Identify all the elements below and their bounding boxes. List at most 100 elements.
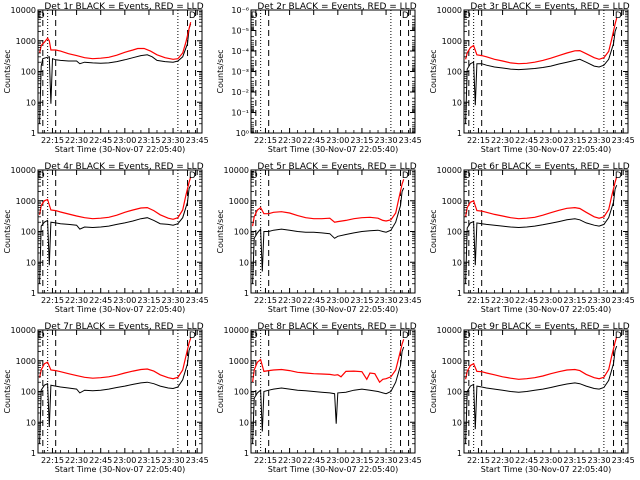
x-tick-label: 23:45 (612, 456, 635, 465)
attenuator-marker: D (615, 11, 622, 21)
y-axis-label: Counts/sec (216, 369, 225, 413)
x-tick-label: 22:45 (515, 136, 538, 145)
x-tick-label: 22:45 (515, 296, 538, 305)
y-tick-label: 10⁻⁶ (231, 6, 249, 15)
x-tick-label: 23:45 (186, 136, 209, 145)
y-tick-label: 1 (31, 449, 36, 458)
y-tick-label: 10⁻⁵ (231, 27, 249, 36)
y-tick-label: 100 (21, 388, 36, 397)
y-tick-label: 10 (26, 98, 36, 107)
x-tick-label: 22:15 (41, 136, 64, 145)
y-tick-label: 10 (26, 418, 36, 427)
y-axis-label: Counts/sec (216, 49, 225, 93)
x-tick-label: 22:30 (278, 136, 301, 145)
x-tick-label: 22:30 (65, 136, 88, 145)
y-tick-label: 1000 (229, 197, 249, 206)
x-tick-label: 22:15 (41, 296, 64, 305)
y-tick-label: 100 (21, 228, 36, 237)
attenuator-marker: D (189, 331, 196, 341)
x-tick-label: 22:45 (89, 456, 112, 465)
x-tick-label: 22:45 (302, 456, 325, 465)
events-series-line (252, 346, 405, 444)
x-tick-label: 22:45 (302, 136, 325, 145)
x-tick-label: 22:30 (278, 456, 301, 465)
y-tick-label: 1 (457, 289, 462, 298)
panel-title: Det 3r BLACK = Events, RED = LLD (470, 2, 629, 12)
x-tick-label: 23:30 (375, 456, 398, 465)
y-tick-label: 10 (26, 258, 36, 267)
x-tick-label: 22:15 (254, 456, 277, 465)
y-tick-label: 1 (244, 449, 249, 458)
y-tick-label: 1000 (229, 357, 249, 366)
panel-title: Det 9r BLACK = Events, RED = LLD (470, 322, 629, 332)
x-tick-label: 23:15 (137, 456, 160, 465)
events-series-line (252, 187, 405, 284)
attenuator-marker: D (189, 171, 196, 181)
attenuator-marker: D (402, 331, 409, 341)
attenuator-marker: D (38, 171, 45, 181)
events-series-line (39, 184, 192, 284)
y-tick-label: 100 (447, 228, 462, 237)
y-tick-label: 10 (239, 418, 249, 427)
x-tick-label: 23:00 (326, 296, 349, 305)
y-tick-label: 10000 (437, 166, 462, 175)
x-tick-label: 23:30 (588, 456, 611, 465)
x-tick-label: 23:45 (399, 456, 422, 465)
x-tick-label: 22:15 (41, 456, 64, 465)
y-tick-label: 10000 (11, 166, 36, 175)
attenuator-marker: D (251, 11, 258, 21)
x-tick-label: 23:45 (399, 136, 422, 145)
y-tick-label: 100 (447, 388, 462, 397)
y-tick-label: 100 (234, 228, 249, 237)
lld-series-line (465, 336, 618, 380)
y-tick-label: 1000 (16, 357, 36, 366)
x-tick-label: 22:30 (491, 136, 514, 145)
attenuator-marker: D (189, 11, 196, 21)
x-axis-label: Start Time (30-Nov-07 22:05:40) (55, 305, 185, 314)
y-tick-label: 1000 (442, 197, 462, 206)
x-tick-label: 23:15 (350, 456, 373, 465)
y-axis-label: Counts/sec (429, 209, 438, 253)
attenuator-marker: D (38, 11, 45, 21)
lld-series-line (39, 337, 192, 380)
y-axis-label: Counts/sec (3, 369, 12, 413)
x-tick-label: 22:15 (254, 136, 277, 145)
x-axis-label: Start Time (30-Nov-07 22:05:40) (481, 305, 611, 314)
y-tick-label: 1000 (16, 37, 36, 46)
y-tick-label: 1 (457, 449, 462, 458)
attenuator-marker: D (402, 11, 409, 21)
x-tick-label: 23:30 (375, 296, 398, 305)
panel-title: Det 1r BLACK = Events, RED = LLD (44, 2, 203, 12)
x-axis-label: Start Time (30-Nov-07 22:05:40) (55, 465, 185, 474)
y-tick-label: 10⁻² (231, 88, 249, 97)
x-axis-label: Start Time (30-Nov-07 22:05:40) (481, 145, 611, 154)
x-tick-label: 23:15 (350, 136, 373, 145)
events-series-line (39, 345, 192, 444)
x-axis-label: Start Time (30-Nov-07 22:05:40) (481, 465, 611, 474)
y-tick-label: 10 (452, 258, 462, 267)
y-axis-label: Counts/sec (429, 49, 438, 93)
y-axis-label: Counts/sec (3, 209, 12, 253)
lld-series-line (252, 179, 405, 227)
x-tick-label: 22:30 (278, 296, 301, 305)
y-tick-label: 1 (244, 289, 249, 298)
attenuator-marker: D (464, 11, 471, 21)
x-tick-label: 23:30 (162, 296, 185, 305)
x-tick-label: 22:30 (491, 296, 514, 305)
y-tick-label: 10⁻³ (231, 68, 249, 77)
y-tick-label: 10 (452, 98, 462, 107)
lld-series-line (39, 176, 192, 220)
x-tick-label: 22:30 (65, 456, 88, 465)
y-tick-label: 1 (31, 129, 36, 138)
panel-title: Det 6r BLACK = Events, RED = LLD (470, 162, 629, 172)
x-tick-label: 23:00 (326, 456, 349, 465)
y-axis-label: Counts/sec (216, 209, 225, 253)
x-tick-label: 23:00 (539, 296, 562, 305)
panel-title: Det 4r BLACK = Events, RED = LLD (44, 162, 203, 172)
y-tick-label: 10⁻¹ (231, 109, 249, 118)
